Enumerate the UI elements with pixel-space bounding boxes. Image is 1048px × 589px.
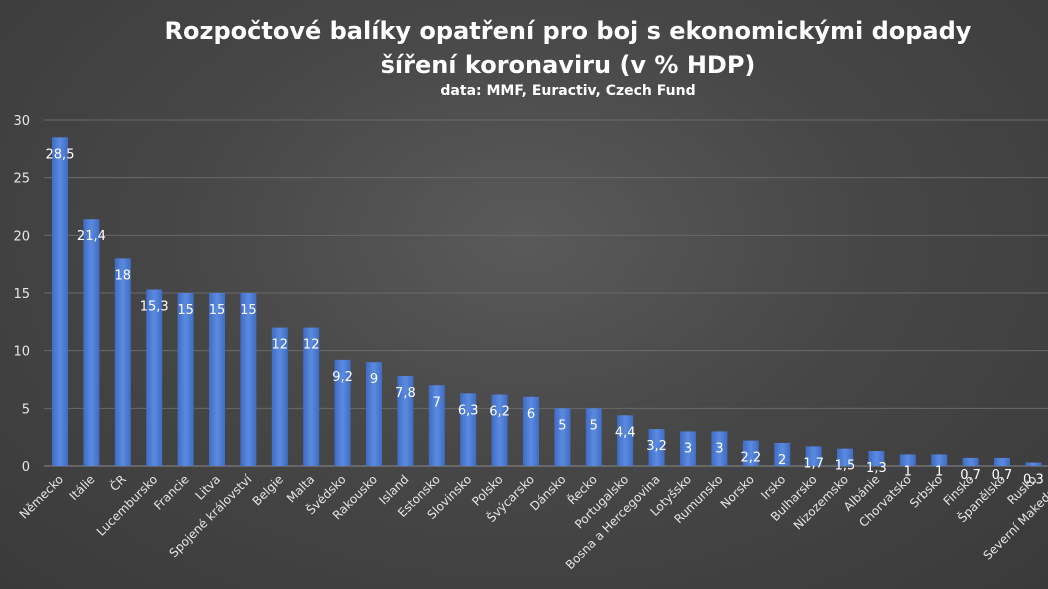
data-label: 0,3 xyxy=(1023,473,1044,488)
bar xyxy=(617,415,634,466)
bar xyxy=(994,457,1010,466)
bar xyxy=(460,393,477,466)
bar xyxy=(114,258,131,466)
bar xyxy=(334,359,351,466)
x-tick-label: Norsko xyxy=(718,472,757,511)
chart-title: Rozpočtové balíky opatření pro boj s eko… xyxy=(164,17,972,79)
data-label: 2,2 xyxy=(740,451,761,466)
data-label: 1,3 xyxy=(866,461,887,476)
data-label: 1 xyxy=(904,464,912,479)
data-label: 15 xyxy=(177,303,194,318)
x-tick-label: Německo xyxy=(17,472,66,521)
data-label: 12 xyxy=(272,338,289,353)
bar xyxy=(931,454,948,466)
x-tick-label: Srbsko xyxy=(907,472,945,510)
data-label: 4,4 xyxy=(615,425,636,440)
data-label: 6,3 xyxy=(458,403,479,418)
bar xyxy=(52,137,68,467)
data-label: 1 xyxy=(935,464,943,479)
x-tick-label: Belgie xyxy=(250,472,286,508)
y-tick-label: 10 xyxy=(13,345,30,360)
bar xyxy=(648,429,665,466)
bar xyxy=(303,327,320,466)
bar xyxy=(680,431,696,466)
bar xyxy=(554,408,571,466)
gridlines xyxy=(44,119,1048,467)
data-label: 0,7 xyxy=(960,468,981,483)
bar xyxy=(868,451,885,466)
data-label: 15,3 xyxy=(140,300,169,315)
x-tick-label: ČR xyxy=(106,472,128,494)
data-label: 0,7 xyxy=(992,468,1013,483)
data-label: 3 xyxy=(715,441,723,456)
bar xyxy=(1025,462,1042,466)
data-label: 1,7 xyxy=(803,456,824,471)
x-tick-label: Dánsko xyxy=(527,472,568,513)
bar xyxy=(366,362,382,466)
bar xyxy=(146,289,163,466)
data-label: 7,8 xyxy=(395,386,416,401)
bar xyxy=(83,219,100,466)
bar xyxy=(962,457,979,466)
bar xyxy=(209,293,225,466)
bar xyxy=(271,327,288,466)
data-label: 18 xyxy=(115,268,132,283)
bar xyxy=(711,431,728,466)
bar xyxy=(240,293,257,466)
data-label: 9 xyxy=(370,372,378,387)
data-label: 6 xyxy=(527,407,535,422)
data-label: 21,4 xyxy=(77,229,106,244)
data-label: 6,2 xyxy=(489,404,510,419)
y-tick-label: 30 xyxy=(13,114,30,129)
y-tick-label: 15 xyxy=(13,287,30,302)
data-label: 5 xyxy=(590,418,598,433)
chart-subtitle: data: MMF, Euractiv, Czech Fund xyxy=(440,83,696,99)
y-tick-label: 25 xyxy=(13,172,30,187)
data-label: 7 xyxy=(433,395,441,410)
y-axis-tick-labels: 0 5 10 15 20 25 30 xyxy=(13,114,30,475)
bar xyxy=(428,385,445,466)
y-tick-label: 5 xyxy=(22,402,30,417)
bar xyxy=(585,408,602,466)
y-tick-label: 0 xyxy=(22,460,30,475)
data-label: 28,5 xyxy=(46,147,75,162)
bar xyxy=(837,448,853,466)
bars xyxy=(52,137,1042,467)
data-label: 9,2 xyxy=(332,370,353,385)
x-tick-label: Itálie xyxy=(67,472,98,503)
bar xyxy=(177,293,194,466)
y-tick-label: 20 xyxy=(13,229,30,244)
bar xyxy=(491,394,508,466)
data-label: 12 xyxy=(303,338,320,353)
data-label: 2 xyxy=(778,453,786,468)
data-label: 15 xyxy=(240,303,257,318)
data-label: 3,2 xyxy=(646,439,667,454)
bar xyxy=(805,446,822,466)
data-label: 5 xyxy=(558,418,566,433)
bar xyxy=(397,376,414,466)
data-label: 15 xyxy=(209,303,226,318)
data-label: 3 xyxy=(684,441,692,456)
bar xyxy=(742,440,759,466)
bar xyxy=(899,454,916,466)
bar xyxy=(774,442,791,466)
x-tick-label: Francie xyxy=(151,472,191,512)
data-label: 1,5 xyxy=(835,459,856,474)
title-block: Rozpočtové balíky opatření pro boj s eko… xyxy=(100,14,1036,100)
bar xyxy=(523,396,539,466)
